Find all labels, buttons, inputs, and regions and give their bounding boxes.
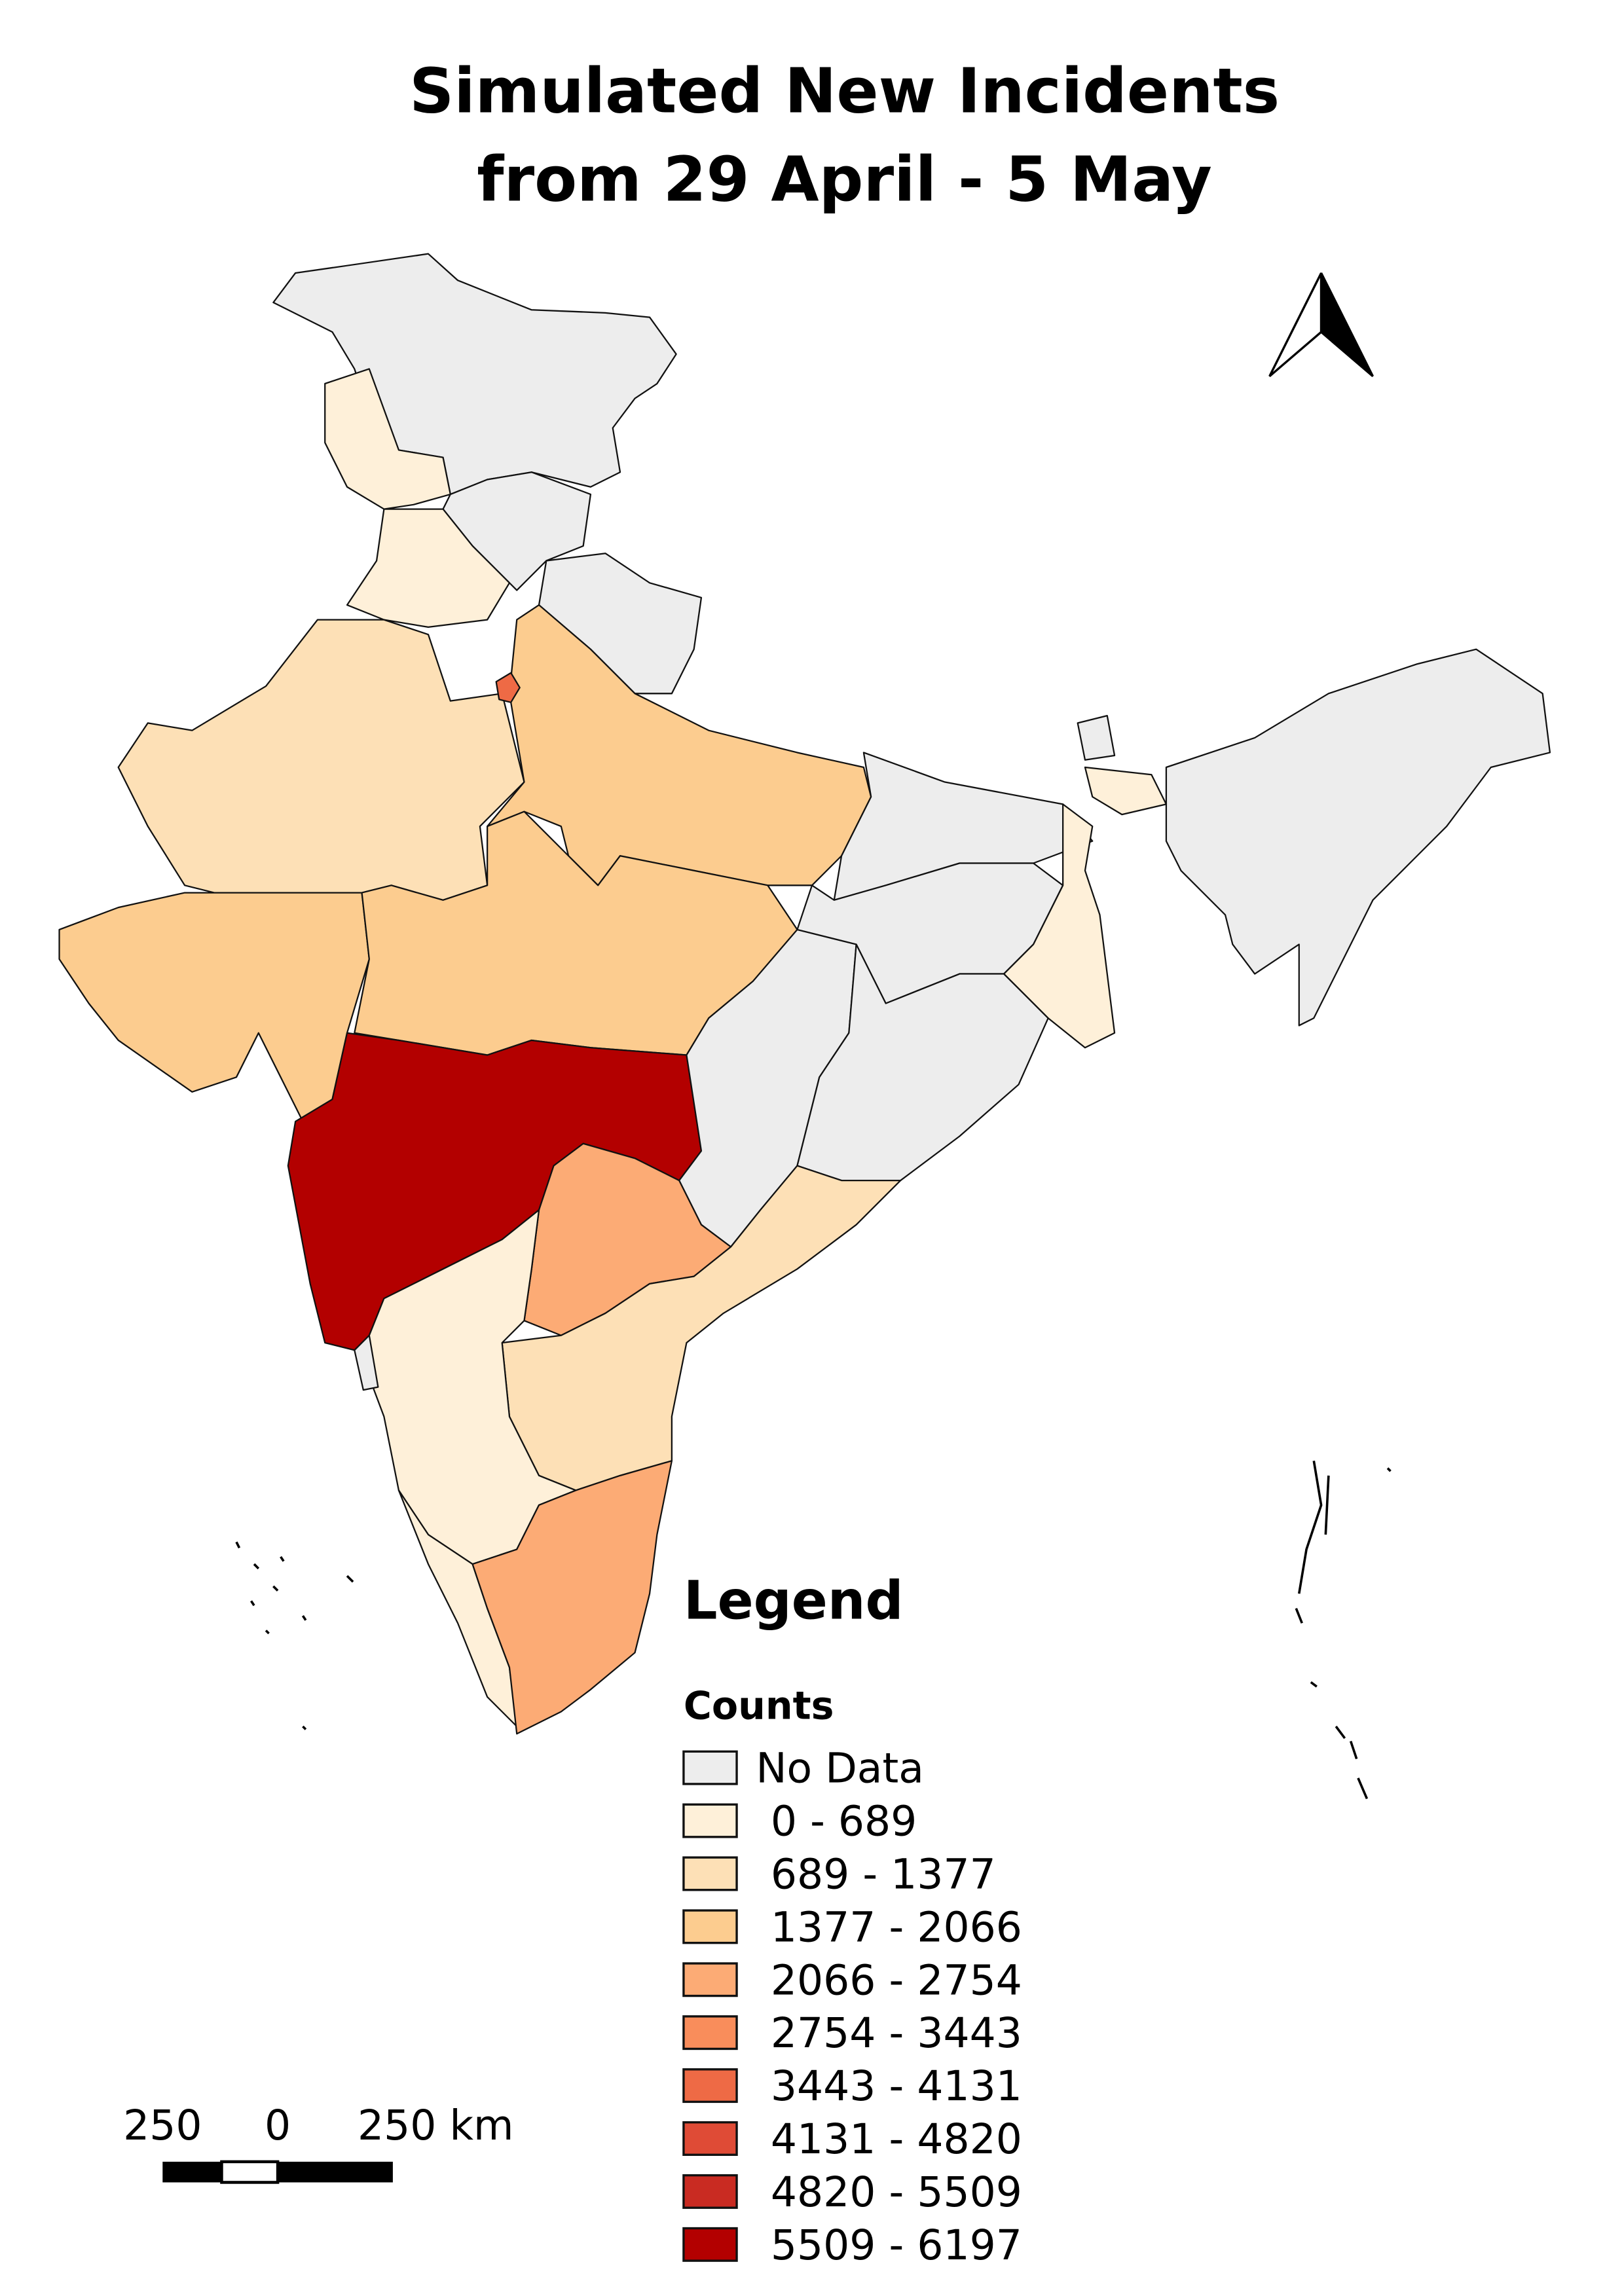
region (346, 508, 511, 629)
north-arrow (1268, 272, 1374, 378)
regions (58, 253, 1551, 1735)
scale-label: 250 km (358, 2101, 513, 2149)
scale-label: 0 (265, 2101, 291, 2149)
legend-swatch (682, 2174, 738, 2209)
title: Simulated New Incidents (409, 55, 1280, 127)
legend-swatch (682, 1750, 738, 1785)
scale-segment (162, 2161, 222, 2183)
legend-label: 4131 - 4820 (771, 2115, 1022, 2163)
legend-swatch (682, 1856, 738, 1891)
legend-swatch (682, 2227, 738, 2262)
region (495, 672, 521, 703)
island (1295, 1461, 1330, 1624)
legend-swatch (682, 2068, 738, 2104)
legend-label: No Data (756, 1744, 924, 1793)
island (235, 1467, 1392, 1730)
legend-swatch (682, 1909, 738, 1944)
legend-swatch (682, 2015, 738, 2050)
legend-swatch (682, 2121, 738, 2156)
island (1310, 1681, 1369, 1800)
legend-label: 2066 - 2754 (771, 1956, 1022, 2004)
legend-label: 5509 - 6197 (771, 2221, 1022, 2269)
region (1084, 766, 1168, 816)
legend-label: 1377 - 2066 (771, 1903, 1022, 1951)
islands (235, 1461, 1392, 1800)
region (1003, 803, 1116, 1049)
region (796, 943, 1049, 1182)
title: from 29 April - 5 May (477, 144, 1212, 216)
region (471, 1460, 673, 1735)
scale-label: 250 (123, 2101, 202, 2149)
scale-segment (278, 2161, 393, 2183)
region (1165, 648, 1551, 1027)
region (1077, 714, 1116, 761)
legend-swatch (682, 1803, 738, 1838)
region (324, 368, 451, 510)
legend-label: 3443 - 4131 (771, 2062, 1022, 2110)
legend-label: 689 - 1377 (771, 1850, 996, 1898)
legend-label: 4820 - 5509 (771, 2168, 1022, 2216)
north-arrow-right (1320, 272, 1374, 378)
legend-title: Legend (684, 1570, 904, 1631)
scale-bar: 250 0 250 km (123, 2101, 514, 2184)
legend-label: 0 - 689 (771, 1797, 917, 1846)
region (354, 1334, 379, 1391)
legend-swatch (682, 1962, 738, 1997)
legend-subtitle: Counts (684, 1684, 834, 1728)
scale-segment (220, 2160, 280, 2184)
legend-label: 2754 - 3443 (771, 2009, 1022, 2057)
